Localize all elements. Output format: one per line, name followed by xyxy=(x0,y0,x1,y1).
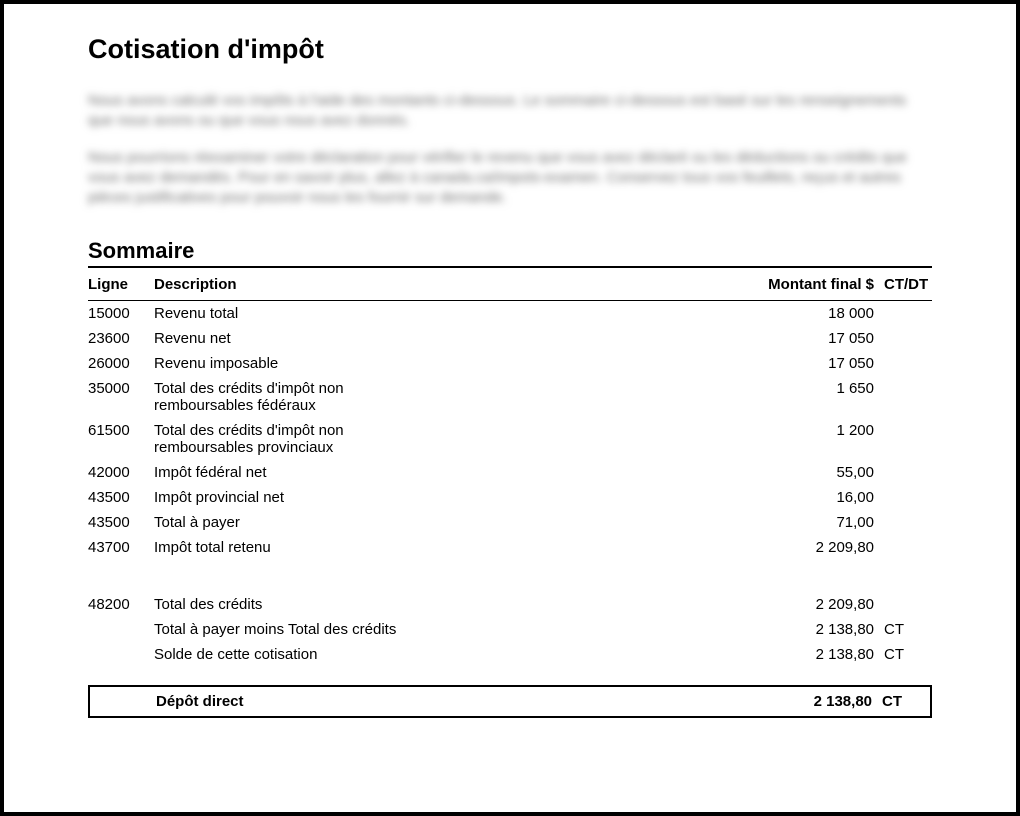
intro-paragraph-1: Nous avons calculé vos impôts à l'aide d… xyxy=(88,91,932,132)
cell-amount: 71,00 xyxy=(754,510,874,535)
page-title: Cotisation d'impôt xyxy=(88,34,932,65)
cell-ligne: 48200 xyxy=(88,592,154,617)
cell-ligne: 26000 xyxy=(88,351,154,376)
table-row: Solde de cette cotisation2 138,80CT xyxy=(88,642,932,667)
table-row: 43700Impôt total retenu2 209,80 xyxy=(88,535,932,560)
deposit-ctdt: CT xyxy=(872,693,920,710)
table-row: 35000Total des crédits d'impôt non rembo… xyxy=(88,376,932,418)
intro-paragraph-2: Nous pourrions réexaminer votre déclarat… xyxy=(88,148,932,209)
cell-ligne xyxy=(88,617,154,642)
table-header-row: Ligne Description Montant final $ CT/DT xyxy=(88,267,932,301)
table-row: 43500Impôt provincial net16,00 xyxy=(88,485,932,510)
deposit-ligne xyxy=(100,693,156,710)
cell-ctdt xyxy=(874,485,932,510)
cell-amount: 16,00 xyxy=(754,485,874,510)
cell-ctdt xyxy=(874,535,932,560)
cell-description: Revenu imposable xyxy=(154,351,754,376)
table-row: 43500Total à payer71,00 xyxy=(88,510,932,535)
cell-ligne: 43500 xyxy=(88,510,154,535)
cell-description: Solde de cette cotisation xyxy=(154,642,754,667)
deposit-box: Dépôt direct 2 138,80 CT xyxy=(88,685,932,718)
document-frame: Cotisation d'impôt Nous avons calculé vo… xyxy=(0,0,1020,816)
cell-description: Total à payer xyxy=(154,510,754,535)
cell-ligne xyxy=(88,642,154,667)
table-row: 48200Total des crédits2 209,80 xyxy=(88,592,932,617)
cell-description: Revenu net xyxy=(154,326,754,351)
cell-ctdt: CT xyxy=(874,642,932,667)
cell-ligne: 42000 xyxy=(88,460,154,485)
cell-ctdt xyxy=(874,510,932,535)
cell-amount: 2 209,80 xyxy=(754,592,874,617)
deposit-amount: 2 138,80 xyxy=(752,693,872,710)
cell-ctdt xyxy=(874,301,932,327)
cell-ligne: 43700 xyxy=(88,535,154,560)
summary-heading: Sommaire xyxy=(88,238,932,264)
cell-amount: 1 200 xyxy=(754,418,874,460)
cell-description: Impôt provincial net xyxy=(154,485,754,510)
cell-description: Impôt fédéral net xyxy=(154,460,754,485)
cell-amount: 17 050 xyxy=(754,351,874,376)
table-row: 23600Revenu net17 050 xyxy=(88,326,932,351)
cell-ctdt xyxy=(874,376,932,418)
deposit-label: Dépôt direct xyxy=(156,693,752,710)
cell-amount: 18 000 xyxy=(754,301,874,327)
cell-ctdt xyxy=(874,592,932,617)
cell-description: Revenu total xyxy=(154,301,754,327)
cell-ligne: 23600 xyxy=(88,326,154,351)
cell-amount: 17 050 xyxy=(754,326,874,351)
cell-ligne: 61500 xyxy=(88,418,154,460)
cell-ligne: 43500 xyxy=(88,485,154,510)
cell-amount: 2 209,80 xyxy=(754,535,874,560)
cell-ligne: 15000 xyxy=(88,301,154,327)
cell-amount: 2 138,80 xyxy=(754,642,874,667)
cell-description: Impôt total retenu xyxy=(154,535,754,560)
table-row: 42000Impôt fédéral net55,00 xyxy=(88,460,932,485)
cell-description: Total des crédits xyxy=(154,592,754,617)
table-row: 26000Revenu imposable17 050 xyxy=(88,351,932,376)
cell-ctdt xyxy=(874,460,932,485)
cell-ctdt xyxy=(874,418,932,460)
cell-ctdt xyxy=(874,326,932,351)
header-amount: Montant final $ xyxy=(754,267,874,301)
cell-description: Total des crédits d'impôt non remboursab… xyxy=(154,418,754,460)
cell-amount: 1 650 xyxy=(754,376,874,418)
table-row: 61500Total des crédits d'impôt non rembo… xyxy=(88,418,932,460)
cell-amount: 2 138,80 xyxy=(754,617,874,642)
cell-ctdt xyxy=(874,351,932,376)
cell-amount: 55,00 xyxy=(754,460,874,485)
table-row: Total à payer moins Total des crédits2 1… xyxy=(88,617,932,642)
summary-table: Ligne Description Montant final $ CT/DT … xyxy=(88,266,932,667)
cell-description: Total des crédits d'impôt non remboursab… xyxy=(154,376,754,418)
table-row: 15000Revenu total18 000 xyxy=(88,301,932,327)
header-ligne: Ligne xyxy=(88,267,154,301)
header-description: Description xyxy=(154,267,754,301)
header-ctdt: CT/DT xyxy=(874,267,932,301)
cell-ligne: 35000 xyxy=(88,376,154,418)
table-row xyxy=(88,560,932,592)
cell-ctdt: CT xyxy=(874,617,932,642)
cell-description: Total à payer moins Total des crédits xyxy=(154,617,754,642)
